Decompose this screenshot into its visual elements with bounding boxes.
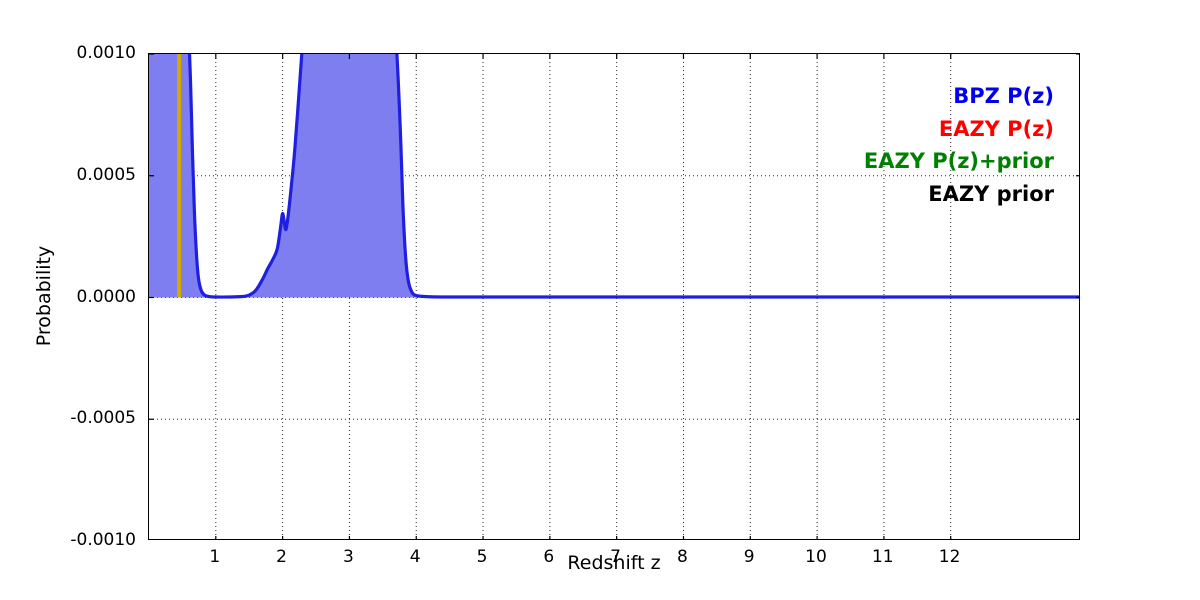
legend-entry-eazy-pz: EAZY P(z) (938, 116, 1054, 141)
x-tick-label-0: 1 (209, 547, 221, 567)
legend-entry-bpz-pz: BPZ P(z) (953, 84, 1054, 108)
legend: BPZ P(z) EAZY P(z) EAZY P(z)+prior EAZY … (660, 80, 1054, 210)
bpz-pz-fill (149, 54, 1079, 298)
bpz-pz-curve (187, 54, 1079, 299)
x-tick-label-9: 10 (805, 547, 827, 567)
x-tick-label-6: 7 (610, 547, 622, 567)
x-axis-label: Redshift z (567, 552, 661, 574)
y-axis-label: Probability (33, 245, 55, 347)
axis-ticks (149, 54, 1079, 539)
x-tick-label-1: 2 (276, 547, 288, 567)
legend-entry-eazy-prior: EAZY prior (928, 181, 1054, 206)
x-tick-label-10: 11 (871, 547, 894, 567)
x-tick-label-2: 3 (342, 547, 354, 567)
plot-area (148, 53, 1080, 540)
x-tick-label-3: 4 (409, 547, 421, 567)
x-tick-label-8: 9 (743, 547, 755, 567)
x-tick-label-11: 12 (938, 547, 961, 567)
plot-svg (149, 54, 1079, 539)
plot-clip-region (149, 54, 1079, 539)
x-tick-label-4: 5 (476, 547, 488, 567)
legend-entry-eazy-pz-prior: EAZY P(z)+prior (863, 149, 1054, 173)
x-tick-label-5: 6 (543, 547, 555, 567)
x-tick-label-7: 8 (676, 547, 688, 567)
